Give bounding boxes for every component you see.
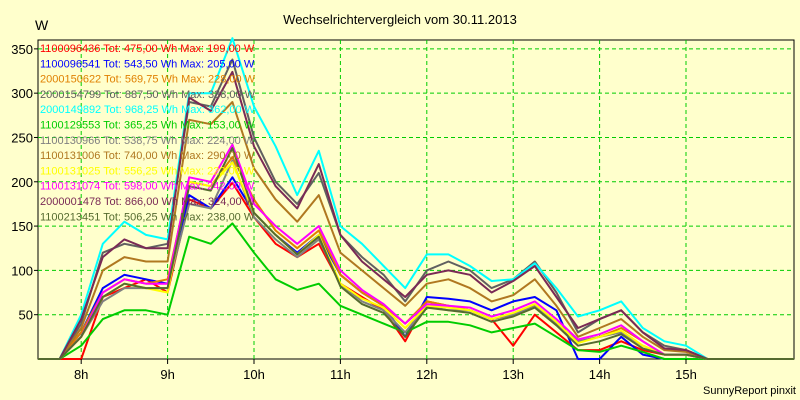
x-tick-label: 8h bbox=[74, 367, 88, 382]
legend-entry-4: 2000154799 Tot: 887,50 Wh Max: 338,00 W bbox=[40, 89, 256, 101]
legend-entry-5: 2000149892 Tot: 968,25 Wh Max: 362,00 W bbox=[40, 104, 256, 116]
series-line-6 bbox=[38, 222, 794, 360]
x-tick-label: 12h bbox=[416, 367, 438, 382]
x-tick-label: 10h bbox=[243, 367, 265, 382]
legend: 1100096436 Tot: 475,00 Wh Max: 199,00 W 1… bbox=[40, 43, 256, 223]
series-line-5 bbox=[38, 37, 794, 360]
y-tick-label: 250 bbox=[11, 130, 33, 145]
x-tick-label: 14h bbox=[589, 367, 611, 382]
x-tick-label: 15h bbox=[675, 367, 697, 382]
x-tick-label: 11h bbox=[330, 367, 351, 382]
legend-entry-1: 1100096436 Tot: 475,00 Wh Max: 199,00 W bbox=[40, 43, 255, 55]
legend-entry-12: 1100213451 Tot: 506,25 Wh Max: 238,00 W bbox=[40, 211, 255, 223]
y-axis-unit: W bbox=[35, 17, 49, 33]
x-tick-label: 9h bbox=[160, 367, 174, 382]
legend-entry-10: 1100131074 Tot: 598,00 Wh Max: 242,00 W bbox=[40, 181, 255, 193]
legend-entry-9: 1100131025 Tot: 556,25 Wh Max: 222,00 W bbox=[40, 165, 255, 177]
y-tick-label: 300 bbox=[11, 86, 33, 101]
y-tick-label: 100 bbox=[11, 263, 33, 278]
y-ticks: 50 100 150 200 250 300 350 bbox=[11, 42, 38, 323]
legend-entry-8: 1100131006 Tot: 740,00 Wh Max: 290,00 W bbox=[40, 150, 255, 162]
series-line-12 bbox=[38, 147, 794, 360]
x-ticks: 8h 9h 10h 11h 12h 13h 14h 15h bbox=[74, 359, 697, 382]
series-line-8 bbox=[38, 101, 794, 360]
series-lines bbox=[38, 37, 794, 360]
footer-credit: SunnyReport pinxit bbox=[703, 385, 796, 397]
y-tick-label: 200 bbox=[11, 175, 33, 190]
legend-entry-2: 1100096541 Tot: 543,50 Wh Max: 205,00 W bbox=[40, 58, 255, 70]
legend-entry-3: 2000150622 Tot: 569,75 Wh Max: 228,00 W bbox=[40, 74, 256, 86]
y-tick-label: 50 bbox=[19, 308, 33, 323]
x-tick-label: 13h bbox=[502, 367, 524, 382]
legend-entry-7: 1100130966 Tot: 538,75 Wh Max: 224,00 W bbox=[40, 135, 255, 147]
series-line-11 bbox=[38, 70, 794, 360]
y-tick-label: 150 bbox=[11, 219, 33, 234]
chart-title: Wechselrichtervergleich vom 30.11.2013 bbox=[283, 12, 517, 27]
legend-entry-6: 1100129553 Tot: 365,25 Wh Max: 153,00 W bbox=[40, 120, 255, 132]
legend-entry-11: 2000001478 Tot: 866,00 Wh Max: 324,00 W bbox=[40, 196, 256, 208]
y-tick-label: 350 bbox=[11, 42, 33, 57]
